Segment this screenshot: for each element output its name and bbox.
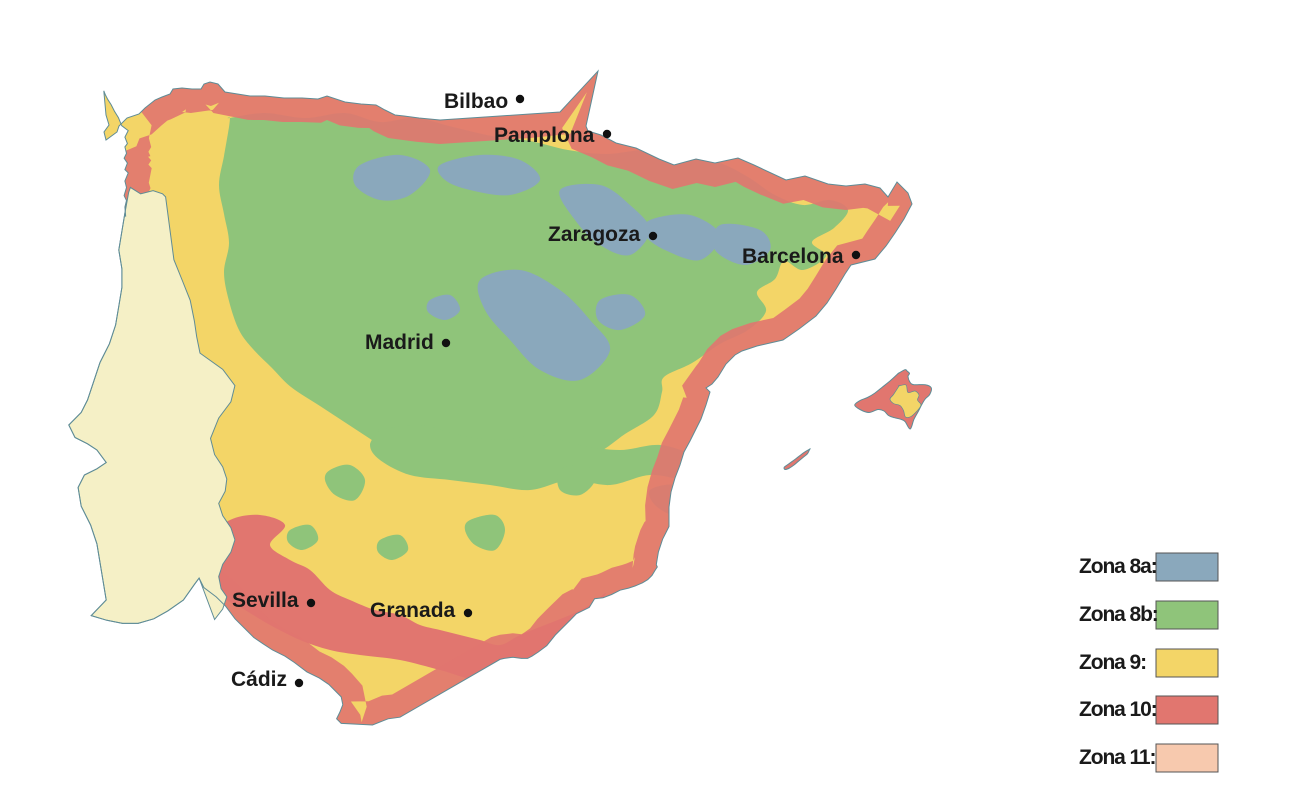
svg-text:Cádiz: Cádiz bbox=[231, 668, 287, 691]
svg-text:Barcelona: Barcelona bbox=[742, 245, 844, 268]
svg-text:Zona 8b:: Zona 8b: bbox=[1079, 603, 1158, 626]
svg-text:Zaragoza: Zaragoza bbox=[548, 223, 641, 246]
svg-text:Zona 8a:: Zona 8a: bbox=[1079, 555, 1157, 578]
svg-text:Pamplona: Pamplona bbox=[494, 124, 595, 147]
svg-text:Granada: Granada bbox=[370, 599, 456, 622]
svg-text:Zona 9:: Zona 9: bbox=[1079, 651, 1146, 674]
svg-text:Zona 10:: Zona 10: bbox=[1079, 698, 1157, 721]
svg-text:Zona 11:: Zona 11: bbox=[1079, 746, 1155, 769]
svg-text:Sevilla: Sevilla bbox=[232, 589, 299, 612]
svg-text:Madrid: Madrid bbox=[365, 331, 434, 354]
svg-text:Bilbao: Bilbao bbox=[444, 90, 508, 113]
